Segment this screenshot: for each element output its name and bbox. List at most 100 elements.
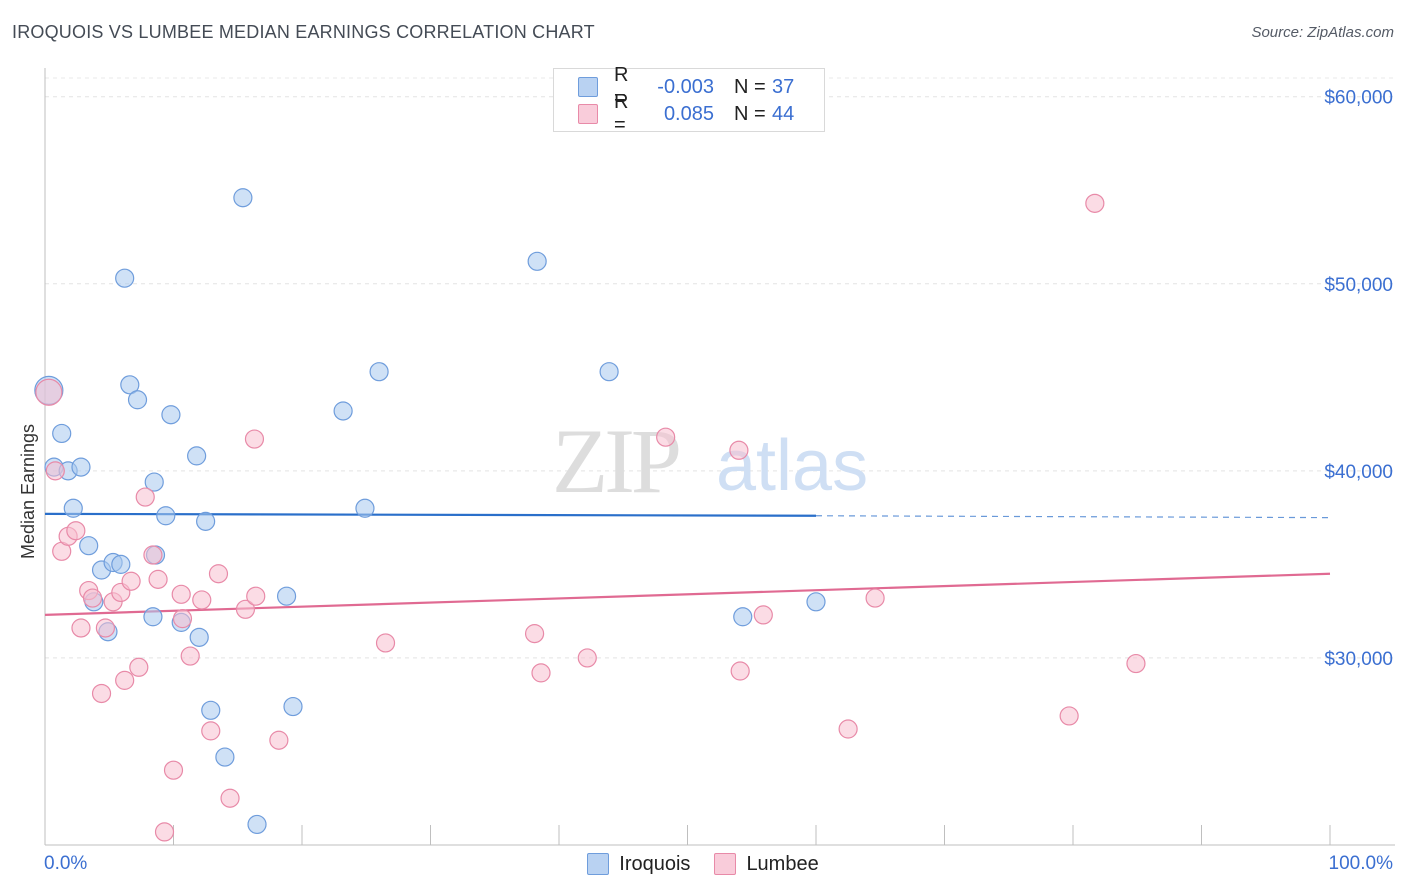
point-lumbee [35, 378, 63, 406]
legend-row-iroquois: R = -0.003 N = 37 [578, 64, 795, 109]
series-swatch-iroquois [587, 853, 610, 875]
series-label-lumbee: Lumbee [746, 852, 819, 875]
point-iroquois [733, 607, 753, 627]
point-iroquois [806, 592, 826, 612]
series-legend-iroquois[interactable]: Iroquois [587, 853, 690, 876]
point-lumbee [171, 584, 191, 604]
point-iroquois [355, 498, 375, 518]
x-tick-label-right: 100.0% [1329, 853, 1394, 874]
point-lumbee [577, 648, 597, 668]
series-label-iroquois: Iroquois [619, 852, 691, 875]
point-lumbee [220, 788, 240, 808]
point-lumbee [375, 633, 396, 653]
point-iroquois [369, 362, 389, 382]
point-lumbee [246, 586, 266, 606]
point-iroquois [127, 390, 148, 410]
point-lumbee [148, 569, 168, 589]
point-iroquois [161, 405, 181, 425]
point-iroquois [247, 814, 267, 835]
point-lumbee [524, 624, 545, 644]
legend-r-value: 0.085 [663, 102, 714, 125]
point-iroquois [143, 607, 163, 627]
watermark-atlas: atlas [716, 426, 868, 506]
point-lumbee [656, 427, 676, 447]
point-lumbee [95, 618, 115, 638]
legend-n-value: 37 [772, 75, 795, 98]
point-lumbee [1085, 193, 1105, 213]
point-lumbee [129, 657, 149, 677]
chart-source: Source: ZipAtlas.com [1251, 24, 1394, 41]
trendline-extension-iroquois [815, 515, 1331, 519]
point-iroquois [156, 506, 176, 526]
point-lumbee [180, 646, 200, 666]
data-points [34, 188, 1146, 842]
point-iroquois [276, 586, 297, 606]
point-lumbee [1059, 706, 1079, 726]
point-iroquois [599, 362, 619, 382]
axes [44, 68, 1395, 846]
point-lumbee [729, 440, 749, 460]
y-tick-label: $50,000 [1324, 275, 1393, 296]
point-lumbee [172, 609, 193, 629]
y-tick-label: $40,000 [1324, 462, 1393, 483]
point-lumbee [192, 590, 212, 610]
point-iroquois [196, 511, 216, 531]
point-iroquois [52, 423, 72, 444]
gridlines [45, 77, 1395, 659]
point-lumbee [235, 599, 256, 619]
legend-swatch-iroquois [578, 77, 598, 97]
point-lumbee [1126, 653, 1146, 674]
legend-swatch-lumbee [578, 104, 598, 124]
point-iroquois [111, 554, 131, 574]
point-lumbee [163, 760, 184, 780]
point-lumbee [201, 721, 221, 741]
point-lumbee [269, 730, 289, 750]
point-lumbee [121, 571, 141, 591]
legend-r-label: R = [614, 91, 629, 136]
watermark: ZIP atlas [552, 410, 868, 512]
point-lumbee [135, 487, 155, 507]
point-iroquois [233, 188, 253, 208]
point-iroquois [187, 446, 207, 466]
point-lumbee [753, 605, 773, 625]
y-tick-label: $30,000 [1324, 649, 1393, 670]
point-iroquois [527, 251, 547, 271]
point-lumbee [91, 683, 112, 704]
point-lumbee [730, 661, 750, 681]
legend-n-label: N = [734, 102, 766, 125]
y-tick-labels: $30,000 $40,000 $50,000 $60,000 [1324, 88, 1393, 670]
point-iroquois [144, 472, 164, 492]
legend-r-value: -0.003 [657, 75, 714, 98]
point-lumbee [82, 588, 103, 608]
correlation-legend: R = -0.003 N = 37 R = 0.085 N = 44 [553, 64, 825, 136]
legend-n-label: N = [734, 75, 766, 98]
series-swatch-lumbee [714, 853, 737, 875]
point-lumbee [143, 545, 163, 565]
point-iroquois [120, 375, 140, 395]
trendlines [44, 512, 1331, 616]
y-tick-label: $60,000 [1324, 88, 1393, 109]
point-lumbee [71, 618, 91, 638]
point-lumbee [208, 564, 229, 584]
legend-r-label: R = [614, 64, 629, 109]
point-iroquois [283, 696, 303, 717]
point-lumbee [115, 670, 135, 690]
point-iroquois [201, 700, 221, 720]
point-lumbee [531, 663, 551, 683]
point-lumbee [838, 719, 858, 739]
point-lumbee [154, 822, 175, 842]
x-tick-label-left: 0.0% [44, 853, 87, 874]
legend-row-lumbee: R = 0.085 N = 44 [578, 91, 794, 136]
point-iroquois [79, 536, 99, 556]
point-lumbee [66, 521, 86, 541]
chart-title: IROQUOIS VS LUMBEE MEDIAN EARNINGS CORRE… [12, 22, 595, 42]
x-tick-labels: 0.0% 100.0% [44, 853, 1393, 874]
point-iroquois [71, 457, 91, 477]
point-lumbee [244, 429, 265, 449]
point-iroquois [333, 401, 353, 421]
series-legend-lumbee[interactable]: Lumbee [714, 852, 819, 876]
trendline-lumbee [44, 572, 1331, 616]
y-axis-label: Median Earnings [18, 424, 38, 559]
point-lumbee [865, 588, 885, 608]
